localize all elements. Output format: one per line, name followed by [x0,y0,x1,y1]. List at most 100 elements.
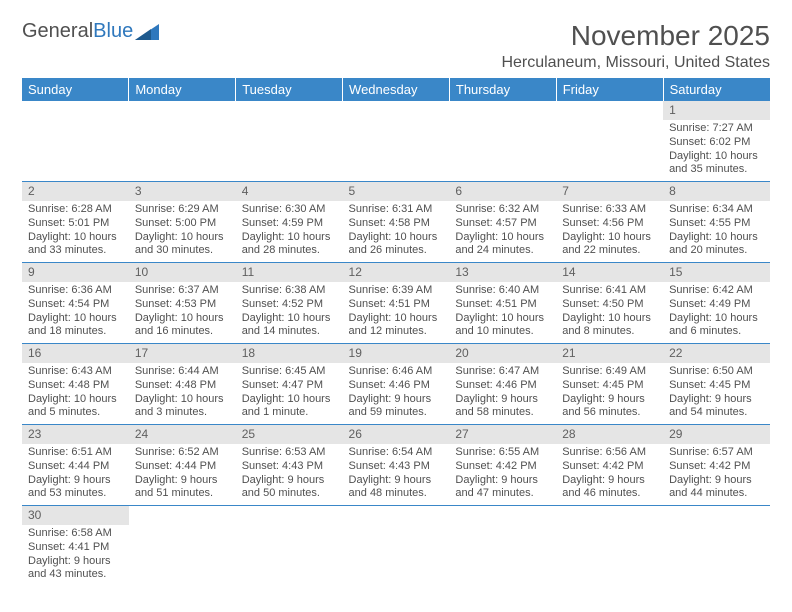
sunrise-text: Sunrise: 7:27 AM [669,122,764,136]
sunrise-text: Sunrise: 6:50 AM [669,365,764,379]
daylight2-text: and 22 minutes. [562,244,657,258]
day-number-row: 2345678 [22,182,770,202]
sunset-text: Sunset: 4:42 PM [562,460,657,474]
day-number-cell: 10 [129,263,236,283]
day-number-cell: 28 [556,425,663,445]
daylight2-text: and 28 minutes. [242,244,337,258]
daylight1-text: Daylight: 9 hours [28,555,123,569]
daylight1-text: Daylight: 10 hours [455,231,550,245]
day-detail-cell: Sunrise: 6:56 AMSunset: 4:42 PMDaylight:… [556,444,663,506]
daylight2-text: and 5 minutes. [28,406,123,420]
sunset-text: Sunset: 4:42 PM [455,460,550,474]
day-detail-cell [663,525,770,586]
sunrise-text: Sunrise: 6:52 AM [135,446,230,460]
day-number-cell: 19 [343,344,450,364]
day-number-cell: 29 [663,425,770,445]
sunrise-text: Sunrise: 6:36 AM [28,284,123,298]
weekday-header: Wednesday [343,78,450,101]
daylight2-text: and 47 minutes. [455,487,550,501]
day-detail-cell [449,525,556,586]
daylight1-text: Daylight: 10 hours [28,393,123,407]
day-number-cell: 6 [449,182,556,202]
day-detail-cell: Sunrise: 6:44 AMSunset: 4:48 PMDaylight:… [129,363,236,425]
sunset-text: Sunset: 4:43 PM [242,460,337,474]
daylight2-text: and 6 minutes. [669,325,764,339]
day-number-cell: 16 [22,344,129,364]
day-detail-cell: Sunrise: 6:58 AMSunset: 4:41 PMDaylight:… [22,525,129,586]
daylight2-text: and 50 minutes. [242,487,337,501]
daylight1-text: Daylight: 9 hours [455,474,550,488]
sunset-text: Sunset: 4:51 PM [455,298,550,312]
sunrise-text: Sunrise: 6:54 AM [349,446,444,460]
sunset-text: Sunset: 4:42 PM [669,460,764,474]
day-number-cell [556,506,663,526]
sunrise-text: Sunrise: 6:34 AM [669,203,764,217]
weekday-header: Monday [129,78,236,101]
daylight1-text: Daylight: 10 hours [242,312,337,326]
daylight1-text: Daylight: 10 hours [455,312,550,326]
daylight1-text: Daylight: 9 hours [455,393,550,407]
weekday-header: Tuesday [236,78,343,101]
day-detail-cell: Sunrise: 6:49 AMSunset: 4:45 PMDaylight:… [556,363,663,425]
day-detail-cell: Sunrise: 6:47 AMSunset: 4:46 PMDaylight:… [449,363,556,425]
weekday-header: Sunday [22,78,129,101]
sunrise-text: Sunrise: 6:53 AM [242,446,337,460]
sail-icon [135,22,161,42]
sunset-text: Sunset: 4:59 PM [242,217,337,231]
sunrise-text: Sunrise: 6:47 AM [455,365,550,379]
daylight1-text: Daylight: 10 hours [669,150,764,164]
daylight1-text: Daylight: 9 hours [562,474,657,488]
day-number-cell: 15 [663,263,770,283]
sunset-text: Sunset: 4:44 PM [28,460,123,474]
daylight1-text: Daylight: 9 hours [135,474,230,488]
daylight1-text: Daylight: 9 hours [28,474,123,488]
sunset-text: Sunset: 6:02 PM [669,136,764,150]
sunset-text: Sunset: 4:52 PM [242,298,337,312]
day-number-row: 1 [22,101,770,120]
sunrise-text: Sunrise: 6:32 AM [455,203,550,217]
day-number-cell [449,506,556,526]
sunset-text: Sunset: 4:43 PM [349,460,444,474]
daylight1-text: Daylight: 9 hours [669,393,764,407]
daylight2-text: and 53 minutes. [28,487,123,501]
daylight1-text: Daylight: 10 hours [28,231,123,245]
daylight2-text: and 48 minutes. [349,487,444,501]
daylight2-text: and 44 minutes. [669,487,764,501]
sunset-text: Sunset: 4:46 PM [455,379,550,393]
day-number-cell: 7 [556,182,663,202]
weekday-header: Saturday [663,78,770,101]
daylight1-text: Daylight: 9 hours [349,393,444,407]
daylight1-text: Daylight: 10 hours [135,393,230,407]
day-number-cell: 27 [449,425,556,445]
day-number-cell: 17 [129,344,236,364]
daylight1-text: Daylight: 9 hours [669,474,764,488]
daylight2-text: and 54 minutes. [669,406,764,420]
day-number-cell [556,101,663,120]
sunset-text: Sunset: 5:00 PM [135,217,230,231]
day-detail-cell [129,525,236,586]
logo-word2: Blue [93,20,133,43]
day-detail-cell: Sunrise: 6:54 AMSunset: 4:43 PMDaylight:… [343,444,450,506]
sunset-text: Sunset: 4:58 PM [349,217,444,231]
sunset-text: Sunset: 4:48 PM [28,379,123,393]
sunrise-text: Sunrise: 6:58 AM [28,527,123,541]
day-number-cell [343,101,450,120]
day-number-cell [236,506,343,526]
day-detail-cell: Sunrise: 6:42 AMSunset: 4:49 PMDaylight:… [663,282,770,344]
day-detail-cell: Sunrise: 6:45 AMSunset: 4:47 PMDaylight:… [236,363,343,425]
location: Herculaneum, Missouri, United States [501,54,770,72]
day-detail-cell: Sunrise: 6:36 AMSunset: 4:54 PMDaylight:… [22,282,129,344]
daylight1-text: Daylight: 10 hours [349,231,444,245]
sunset-text: Sunset: 4:45 PM [669,379,764,393]
day-number-cell: 9 [22,263,129,283]
day-detail-cell: Sunrise: 6:37 AMSunset: 4:53 PMDaylight:… [129,282,236,344]
sunset-text: Sunset: 4:53 PM [135,298,230,312]
weekday-header-row: SundayMondayTuesdayWednesdayThursdayFrid… [22,78,770,101]
daylight2-text: and 16 minutes. [135,325,230,339]
day-detail-cell: Sunrise: 6:53 AMSunset: 4:43 PMDaylight:… [236,444,343,506]
daylight2-text: and 30 minutes. [135,244,230,258]
daylight2-text: and 8 minutes. [562,325,657,339]
day-number-cell [236,101,343,120]
sunset-text: Sunset: 4:46 PM [349,379,444,393]
sunrise-text: Sunrise: 6:41 AM [562,284,657,298]
